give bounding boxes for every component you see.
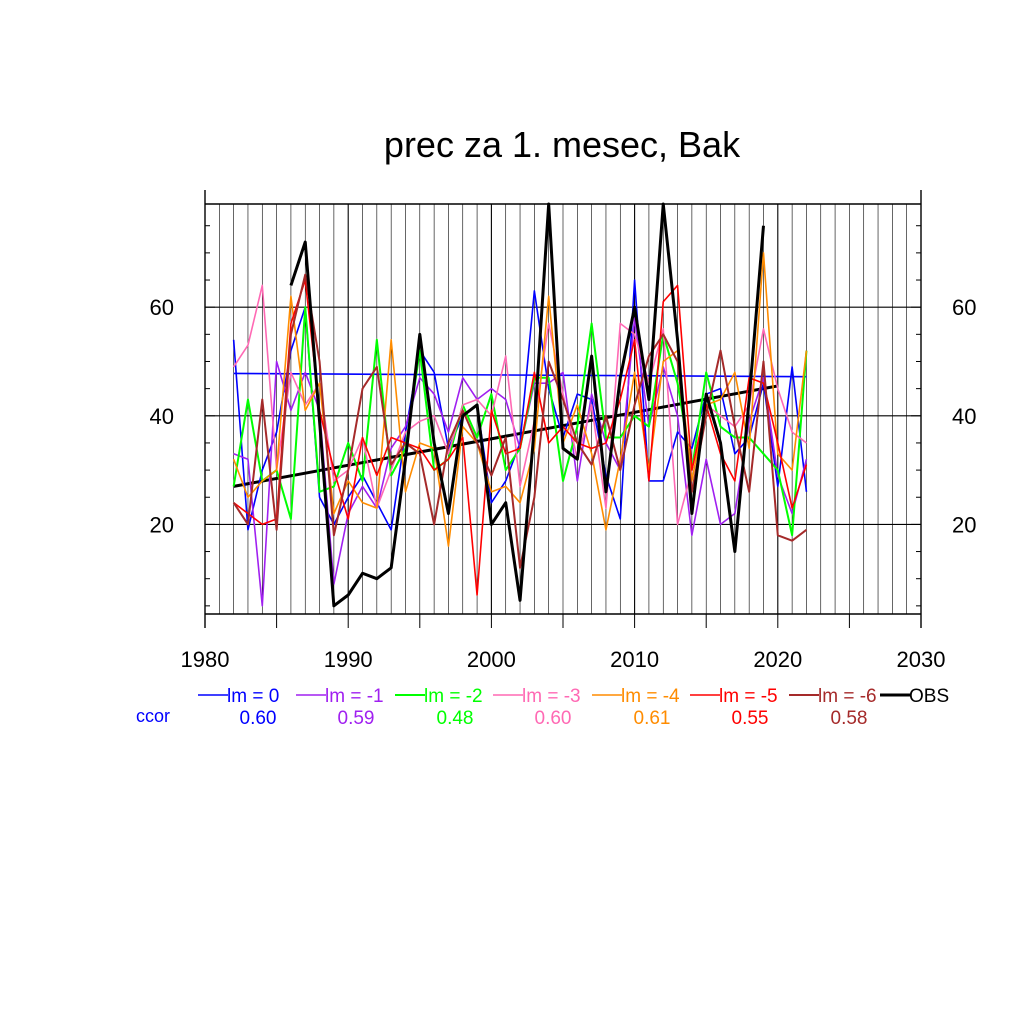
x-tick-label: 2030 (897, 647, 946, 672)
legend-entry-label: OBS (909, 686, 949, 707)
x-tick-label: 2010 (610, 647, 659, 672)
series-layer (232, 202, 808, 608)
trend-line (233, 372, 807, 378)
legend-ccor-value: 0.60 (240, 708, 277, 729)
legend-entry-label: lm = -3 (522, 686, 581, 707)
legend-entry-label: lm = -6 (818, 686, 877, 707)
legend-entry-label: lm = -5 (719, 686, 778, 707)
legend-entry-label: lm = -2 (424, 686, 483, 707)
x-tick-label: 2020 (753, 647, 802, 672)
y-tick-label-left: 20 (150, 512, 174, 537)
series-line (233, 279, 808, 596)
x-tick-label: 2000 (467, 647, 516, 672)
legend-entry-label: lm = -4 (621, 686, 680, 707)
y-tick-label-right: 20 (952, 512, 976, 537)
legend-ccor-value: 0.55 (732, 708, 769, 729)
legend-ccor-value: 0.59 (338, 708, 375, 729)
legend-ccor-value: 0.61 (634, 708, 671, 729)
grid (205, 204, 921, 614)
y-tick-label-right: 40 (952, 404, 976, 429)
x-tick-label: 1980 (181, 647, 230, 672)
legend-entry-label: lm = 0 (227, 686, 279, 707)
legend-ccor-value: 0.60 (535, 708, 572, 729)
y-tick-label-right: 60 (952, 295, 976, 320)
series-line (232, 273, 808, 569)
y-tick-label-left: 60 (150, 295, 174, 320)
legend-ccor-value: 0.58 (831, 708, 868, 729)
legend-ccor-label: ccor (136, 706, 170, 726)
chart-title: prec za 1. mesec, Bak (384, 124, 741, 165)
legend-ccor-value: 0.48 (437, 708, 474, 729)
legend-entry-label: lm = -1 (325, 686, 384, 707)
series-line (289, 202, 765, 608)
y-tick-label-left: 40 (150, 404, 174, 429)
x-tick-label: 1990 (324, 647, 373, 672)
